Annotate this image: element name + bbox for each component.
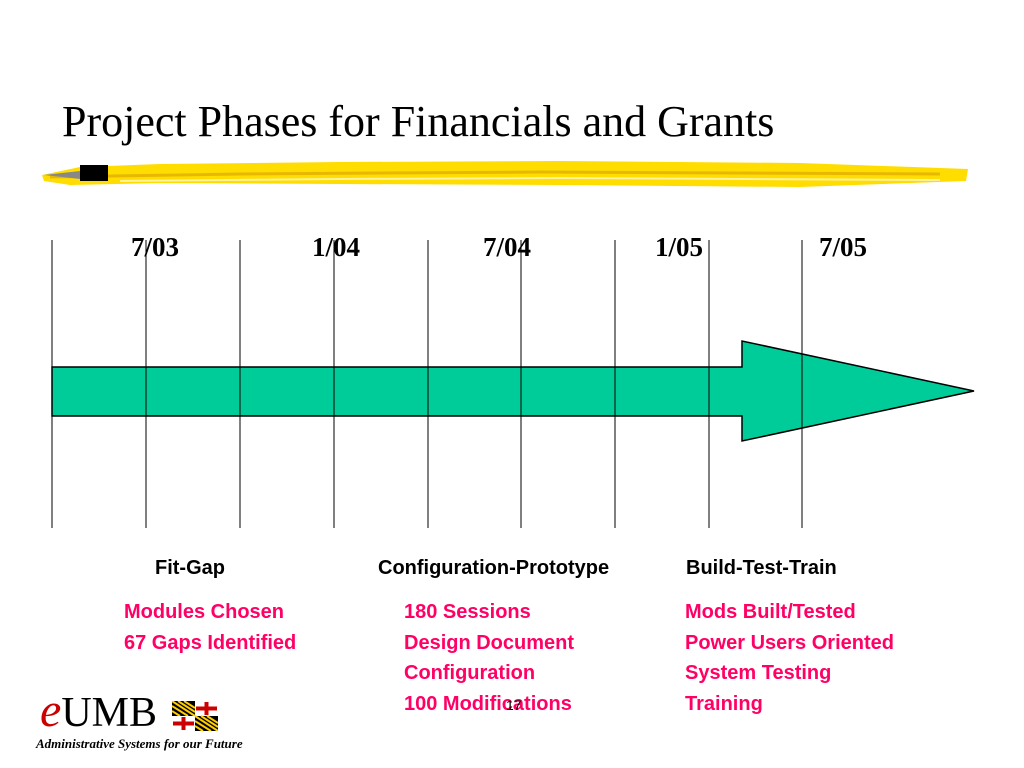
timeline-date: 1/04 <box>311 232 361 262</box>
phase-detail-item: Mods Built/Tested <box>685 601 856 623</box>
timeline-diagram <box>51 240 975 528</box>
phase-detail-item: 100 Modifications <box>404 692 572 715</box>
phase-label-fit-gap: Fit-Gap <box>155 557 225 579</box>
phase-detail-item: Power Users Oriented <box>685 631 894 654</box>
maryland-flag-icon <box>171 701 218 732</box>
phase-detail-item: System Testing <box>685 662 832 684</box>
highlighter-stroke <box>42 161 968 187</box>
phase-details-fit-gap: Modules Chosen 67 Gaps Identified <box>124 597 296 658</box>
phase-detail-item: Training <box>685 692 763 715</box>
timeline-date: 1/05 <box>654 232 704 262</box>
timeline-date: 7/05 <box>818 232 868 262</box>
phase-detail-item: 180 Sessions <box>404 601 531 623</box>
phase-detail-item: Modules Chosen <box>124 601 285 623</box>
slide-number: 17 <box>506 697 522 713</box>
timeline-arrow <box>51 340 975 442</box>
slide-title: Project Phases for Financials and Grants <box>62 97 775 146</box>
timeline-date: 7/03 <box>130 232 180 262</box>
logo-tagline: Administrative Systems for our Future <box>36 736 243 751</box>
phase-detail-item: Design Document <box>404 631 575 654</box>
phase-details-configuration-prototype: 180 Sessions Design Document Configurati… <box>404 597 574 719</box>
phase-detail-item: 67 Gaps Identified <box>124 631 297 654</box>
phase-label-build-test-train: Build-Test-Train <box>686 557 837 579</box>
timeline-date: 7/04 <box>482 232 532 262</box>
phase-details-build-test-train: Mods Built/Tested Power Users Oriented S… <box>685 597 894 719</box>
logo-e: e <box>40 684 62 737</box>
eumb-logo: eUMB Administrative Systems for our Futu… <box>36 687 243 752</box>
logo-name: UMB <box>61 690 158 736</box>
phase-label-configuration-prototype: Configuration-Prototype <box>378 557 610 579</box>
phase-detail-item: Configuration <box>404 662 536 684</box>
